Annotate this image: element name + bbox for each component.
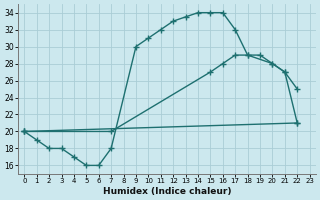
X-axis label: Humidex (Indice chaleur): Humidex (Indice chaleur): [103, 187, 231, 196]
